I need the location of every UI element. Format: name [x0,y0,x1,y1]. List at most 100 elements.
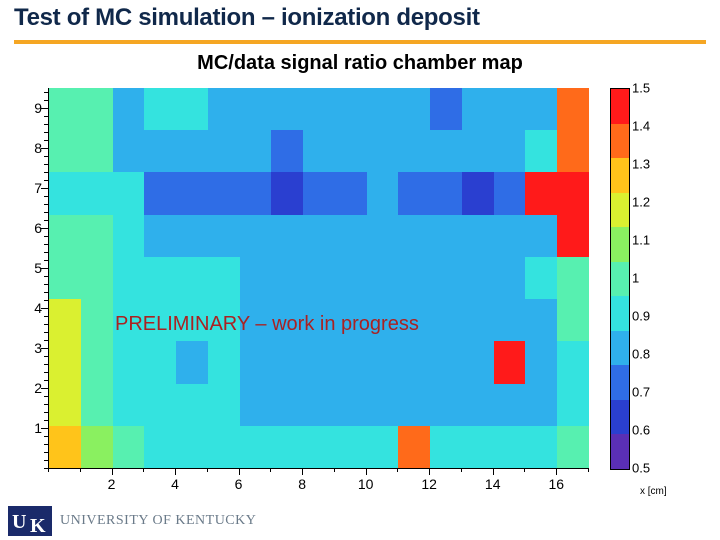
heatmap-cell [494,384,526,426]
heatmap-cell [335,426,367,468]
heatmap-cell [144,215,176,257]
heatmap-cell [303,215,335,257]
heatmap-cell [557,130,589,172]
heatmap-cell [271,130,303,172]
heatmap-cell [398,130,430,172]
y-tick-minor [44,132,48,133]
x-tick-minor [493,468,494,472]
heatmap-cell [113,426,145,468]
x-tick-minor [461,468,462,472]
svg-text:U: U [12,511,26,533]
heatmap-cell [525,426,557,468]
x-tick-minor [175,468,176,472]
heatmap-cell [208,257,240,299]
y-tick-minor [44,364,48,365]
x-tick-minor [270,468,271,472]
heatmap-cell [303,341,335,383]
colorbar-segment [611,296,629,331]
heatmap-cell [271,426,303,468]
heatmap-cell [208,215,240,257]
y-tick-minor [44,404,48,405]
colorbar-segment [611,262,629,297]
x-tick-minor [588,468,589,472]
y-tick-minor [44,268,48,269]
heatmap-cell [49,384,81,426]
heatmap-cell [271,257,303,299]
heatmap-cell [240,341,272,383]
y-tick-minor [44,260,48,261]
heatmap-cell [557,426,589,468]
y-tick-minor [44,196,48,197]
y-tick-minor [44,332,48,333]
y-tick-minor [44,148,48,149]
y-tick-minor [44,108,48,109]
x-tick-label: 6 [235,476,243,492]
heatmap-cell [303,88,335,130]
heatmap-cell [81,215,113,257]
heatmap-cell [335,341,367,383]
heatmap-cell [430,257,462,299]
heatmap-cell [303,172,335,214]
heatmap-cell [240,257,272,299]
heatmap-cell [144,426,176,468]
y-tick-minor [44,124,48,125]
y-tick-minor [44,316,48,317]
y-tick-minor [44,436,48,437]
heatmap-cell [240,88,272,130]
x-axis: 246810121416 [48,468,588,492]
heatmap-cell [367,215,399,257]
heatmap-cell [494,172,526,214]
uk-logo-icon: U K [8,506,52,536]
heatmap-cell [81,341,113,383]
colorbar-tick-label: 1.3 [632,157,650,172]
heatmap-cell [335,172,367,214]
y-tick-minor [44,164,48,165]
heatmap-cell [176,215,208,257]
heatmap-cell [367,341,399,383]
heatmap-cell [430,426,462,468]
heatmap-cell [494,299,526,341]
preliminary-overlay: PRELIMINARY – work in progress [115,313,419,336]
heatmap-cell [208,172,240,214]
heatmap-cell [462,341,494,383]
x-tick-minor [397,468,398,472]
heatmap-cell [240,215,272,257]
y-tick-minor [44,420,48,421]
heatmap-cell [525,341,557,383]
colorbar-segment [611,400,629,435]
chart-title: MC/data signal ratio chamber map [0,52,720,75]
heatmap-cell [557,384,589,426]
heatmap-cell [81,299,113,341]
heatmap-cell [113,341,145,383]
heatmap-cell [144,384,176,426]
heatmap-cell [494,130,526,172]
heatmap-cell [494,257,526,299]
heatmap-cell [176,384,208,426]
y-tick-minor [44,252,48,253]
y-tick-minor [44,220,48,221]
colorbar-segment [611,227,629,262]
colorbar-tick-label: 1.4 [632,119,650,134]
y-tick-minor [44,428,48,429]
svg-text:K: K [30,515,46,536]
slide-root: Test of MC simulation – ionization depos… [0,0,720,540]
heatmap-cell [430,215,462,257]
x-tick-minor [302,468,303,472]
heatmap-cell [144,257,176,299]
heatmap-grid [48,88,589,469]
y-tick-minor [44,156,48,157]
y-tick-minor [44,356,48,357]
y-tick-minor [44,188,48,189]
heatmap-cell [462,257,494,299]
y-tick-minor [44,444,48,445]
heatmap-cell [49,299,81,341]
colorbar-segment [611,365,629,400]
heatmap-cell [176,172,208,214]
x-tick-label: 16 [548,476,564,492]
colorbar [610,88,630,470]
heatmap-cell [430,130,462,172]
heatmap-cell [525,130,557,172]
heatmap-cell [494,426,526,468]
heatmap-cell [113,215,145,257]
x-tick-label: 12 [421,476,437,492]
